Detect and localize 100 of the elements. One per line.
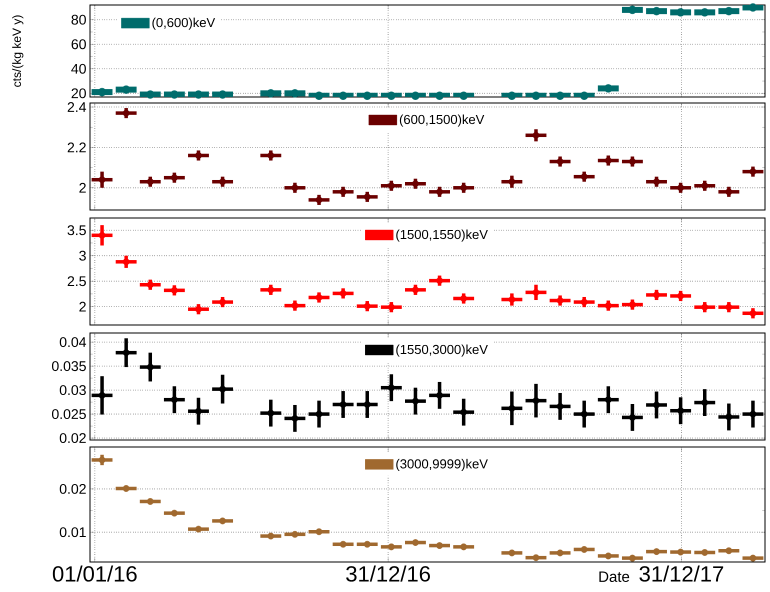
point <box>195 408 202 415</box>
point <box>508 92 516 100</box>
point <box>195 526 202 533</box>
point <box>219 518 226 524</box>
point <box>750 554 756 562</box>
point <box>388 543 395 550</box>
point <box>460 543 468 550</box>
y-tick-label: 0.035 <box>52 361 86 372</box>
point <box>146 90 154 99</box>
point <box>98 232 106 239</box>
point <box>532 554 540 562</box>
y-axis-title: cts/(kg keV y) <box>12 15 24 87</box>
point <box>459 92 468 100</box>
point <box>653 548 660 556</box>
y-tick-label: 3.5 <box>68 225 86 236</box>
point <box>363 92 372 100</box>
point <box>122 485 130 492</box>
point <box>338 92 348 100</box>
x-tick-label: 01/01/16 <box>52 566 137 582</box>
point <box>725 414 732 420</box>
point <box>412 398 419 405</box>
point <box>604 552 612 560</box>
point <box>170 90 179 99</box>
y-tick-label: 0.01 <box>60 527 86 538</box>
y-tick-label: 80 <box>72 14 86 25</box>
point <box>701 549 708 556</box>
point <box>604 396 612 404</box>
point <box>701 399 708 406</box>
point <box>653 402 660 408</box>
point <box>316 410 322 418</box>
point <box>700 8 709 17</box>
point <box>122 258 130 266</box>
legend-label: (0,600)keV <box>152 18 216 30</box>
point <box>508 296 516 303</box>
point <box>532 132 540 139</box>
point <box>532 397 540 404</box>
point <box>532 92 540 100</box>
point <box>340 540 347 548</box>
y-tick-label: 2.5 <box>68 276 86 286</box>
point <box>748 3 758 12</box>
legend-label: (600,1500)keV <box>400 114 484 127</box>
point <box>292 415 298 422</box>
y-tick-label: 2 <box>79 302 86 312</box>
point <box>556 403 564 410</box>
y-tick-label: 20 <box>72 88 86 98</box>
y-tick-label: 0.02 <box>60 433 86 444</box>
point <box>267 410 274 417</box>
x-tick-label: 31/12/16 <box>346 566 430 582</box>
point <box>219 386 226 393</box>
point <box>580 546 588 553</box>
point <box>629 414 636 421</box>
point <box>267 532 274 540</box>
point <box>677 407 684 414</box>
x-axis-title: Date <box>599 572 630 582</box>
point <box>580 410 588 418</box>
y-tick-label: 0.04 <box>60 337 86 348</box>
point <box>580 92 588 100</box>
point <box>146 364 154 370</box>
point <box>435 92 444 100</box>
point <box>292 530 298 538</box>
point <box>629 554 636 562</box>
point <box>170 510 178 517</box>
point <box>677 548 684 556</box>
y-tick-label: 60 <box>72 39 86 50</box>
y-tick-label: 2.2 <box>68 142 86 152</box>
point <box>436 542 443 549</box>
y-tick-label: 2 <box>79 182 86 193</box>
point <box>388 384 395 392</box>
point <box>170 396 178 404</box>
legend-label: (3000,9999)keV <box>396 458 488 472</box>
point <box>340 401 347 408</box>
point <box>750 410 756 418</box>
point <box>364 401 371 408</box>
point <box>532 288 540 296</box>
point <box>146 498 154 505</box>
point <box>556 92 564 100</box>
point <box>194 90 203 99</box>
point <box>508 550 516 556</box>
point <box>98 176 106 184</box>
point <box>316 528 322 536</box>
point <box>556 550 564 556</box>
point <box>460 408 468 416</box>
y-tick-label: 3 <box>79 250 86 261</box>
point <box>364 540 371 548</box>
point <box>218 90 227 99</box>
legend-label: (1500,1550)keV <box>396 230 488 242</box>
x-tick-label: 31/12/17 <box>639 566 724 582</box>
point <box>508 178 516 186</box>
point <box>411 92 420 100</box>
y-tick-label: 0.03 <box>60 385 86 396</box>
y-tick-label: 0.02 <box>60 484 86 494</box>
point <box>98 392 106 399</box>
legend-label: (1550,3000)keV <box>396 344 488 357</box>
y-tick-label: 40 <box>71 64 86 74</box>
point <box>412 539 419 546</box>
point <box>387 92 396 100</box>
point <box>436 392 443 399</box>
point <box>725 547 732 554</box>
point <box>122 349 130 356</box>
point <box>314 92 324 100</box>
